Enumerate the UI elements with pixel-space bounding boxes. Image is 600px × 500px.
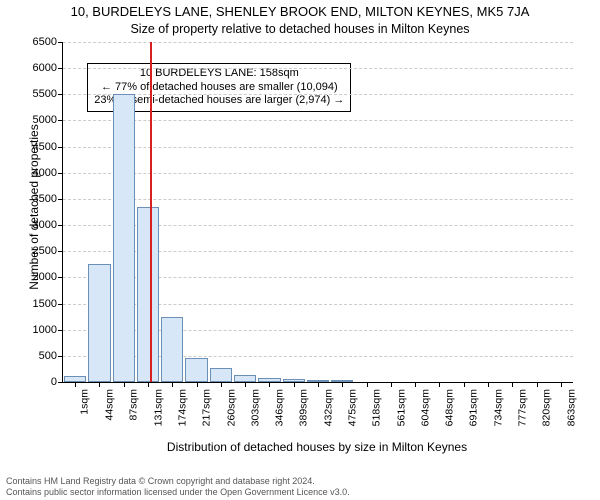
x-tick-mark	[537, 382, 538, 387]
y-tick-label: 4000	[33, 167, 63, 179]
y-tick-label: 3000	[33, 219, 63, 231]
x-tick-label: 44sqm	[103, 387, 115, 421]
gridline	[63, 42, 573, 43]
gridline	[63, 199, 573, 200]
chart-plot-area: 10 BURDELEYS LANE: 158sqm ← 77% of detac…	[62, 42, 573, 383]
x-tick-mark	[294, 382, 295, 387]
x-tick-label: 303sqm	[249, 387, 261, 426]
x-tick-mark	[99, 382, 100, 387]
gridline	[63, 120, 573, 121]
reference-marker-line	[150, 42, 152, 382]
histogram-bar	[161, 317, 183, 382]
y-tick-label: 2000	[33, 271, 63, 283]
x-tick-mark	[439, 382, 440, 387]
x-tick-mark	[148, 382, 149, 387]
x-tick-mark	[75, 382, 76, 387]
histogram-bar	[88, 264, 110, 382]
footer-attribution: Contains HM Land Registry data © Crown c…	[6, 476, 350, 498]
gridline	[63, 147, 573, 148]
footer-line: Contains HM Land Registry data © Crown c…	[6, 476, 350, 487]
gridline	[63, 68, 573, 69]
page-subtitle: Size of property relative to detached ho…	[0, 22, 600, 36]
y-tick-label: 4500	[33, 141, 63, 153]
x-tick-label: 217sqm	[201, 387, 213, 426]
x-tick-label: 475sqm	[346, 387, 358, 426]
y-tick-label: 1500	[33, 298, 63, 310]
histogram-bar	[113, 94, 135, 382]
x-tick-label: 734sqm	[492, 387, 504, 426]
x-tick-mark	[415, 382, 416, 387]
histogram-bar	[185, 358, 207, 382]
histogram-bar	[137, 207, 159, 382]
page-title: 10, BURDELEYS LANE, SHENLEY BROOK END, M…	[0, 4, 600, 19]
y-tick-label: 1000	[33, 324, 63, 336]
y-tick-label: 6000	[33, 62, 63, 74]
x-tick-label: 174sqm	[176, 387, 188, 426]
y-tick-label: 5000	[33, 114, 63, 126]
y-tick-label: 0	[51, 376, 63, 388]
x-tick-mark	[342, 382, 343, 387]
x-tick-label: 863sqm	[565, 387, 577, 426]
x-tick-label: 131sqm	[152, 387, 164, 426]
gridline	[63, 173, 573, 174]
x-tick-label: 604sqm	[419, 387, 431, 426]
x-tick-mark	[172, 382, 173, 387]
x-tick-label: 518sqm	[371, 387, 383, 426]
x-tick-label: 260sqm	[225, 387, 237, 426]
x-tick-mark	[464, 382, 465, 387]
x-axis-label: Distribution of detached houses by size …	[62, 440, 572, 454]
y-tick-label: 5500	[33, 88, 63, 100]
x-tick-label: 691sqm	[468, 387, 480, 426]
x-tick-mark	[367, 382, 368, 387]
x-tick-mark	[269, 382, 270, 387]
x-tick-mark	[318, 382, 319, 387]
x-tick-label: 648sqm	[443, 387, 455, 426]
x-tick-label: 346sqm	[273, 387, 285, 426]
x-tick-label: 432sqm	[322, 387, 334, 426]
x-tick-mark	[561, 382, 562, 387]
x-tick-mark	[488, 382, 489, 387]
footer-line: Contains public sector information licen…	[6, 487, 350, 498]
histogram-bar	[210, 368, 232, 382]
y-tick-label: 6500	[33, 36, 63, 48]
x-tick-label: 777sqm	[516, 387, 528, 426]
x-tick-mark	[512, 382, 513, 387]
x-tick-label: 1sqm	[79, 387, 91, 415]
x-tick-label: 561sqm	[395, 387, 407, 426]
y-tick-label: 500	[39, 350, 63, 362]
x-tick-mark	[245, 382, 246, 387]
annotation-line: ← 77% of detached houses are smaller (10…	[94, 81, 344, 95]
x-tick-label: 87sqm	[128, 387, 140, 421]
histogram-bar	[234, 375, 256, 382]
gridline	[63, 94, 573, 95]
x-tick-mark	[124, 382, 125, 387]
x-tick-mark	[221, 382, 222, 387]
x-tick-label: 389sqm	[298, 387, 310, 426]
x-tick-mark	[391, 382, 392, 387]
y-tick-label: 2500	[33, 245, 63, 257]
x-tick-label: 820sqm	[541, 387, 553, 426]
x-tick-mark	[197, 382, 198, 387]
y-tick-label: 3500	[33, 193, 63, 205]
